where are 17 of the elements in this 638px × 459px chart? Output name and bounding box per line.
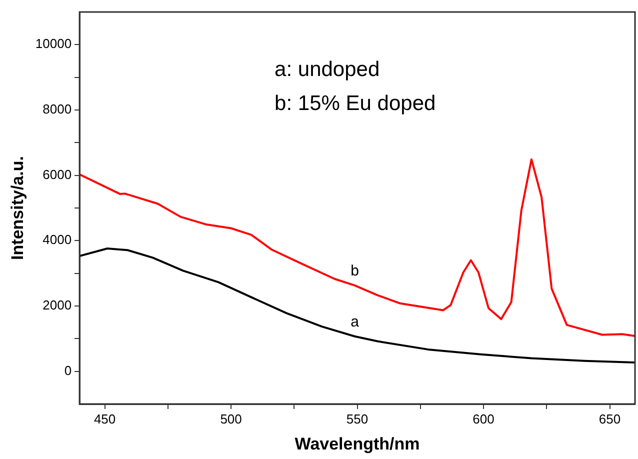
- series-label: b: [350, 262, 359, 280]
- y-tick-label: 0: [64, 362, 72, 378]
- x-axis-title: Wavelength/nm: [294, 434, 420, 454]
- series-label: a: [350, 314, 360, 331]
- y-tick-label: 8000: [42, 102, 72, 117]
- y-axis-title: Intensity/a.u.: [8, 156, 27, 260]
- x-tick-label: 550: [346, 411, 368, 426]
- y-tick-label: 4000: [42, 232, 72, 248]
- annotation: a: undoped: [274, 58, 380, 81]
- y-tick-label: 10000: [35, 36, 72, 52]
- x-tick-label: 600: [472, 411, 494, 426]
- x-tick-label: 450: [94, 411, 116, 426]
- y-tick-label: 2000: [42, 298, 72, 313]
- x-tick-label: 500: [220, 411, 242, 426]
- x-tick-label: 650: [598, 411, 621, 426]
- annotation: b: 15% Eu doped: [274, 92, 436, 115]
- y-tick-label: 6000: [42, 166, 72, 182]
